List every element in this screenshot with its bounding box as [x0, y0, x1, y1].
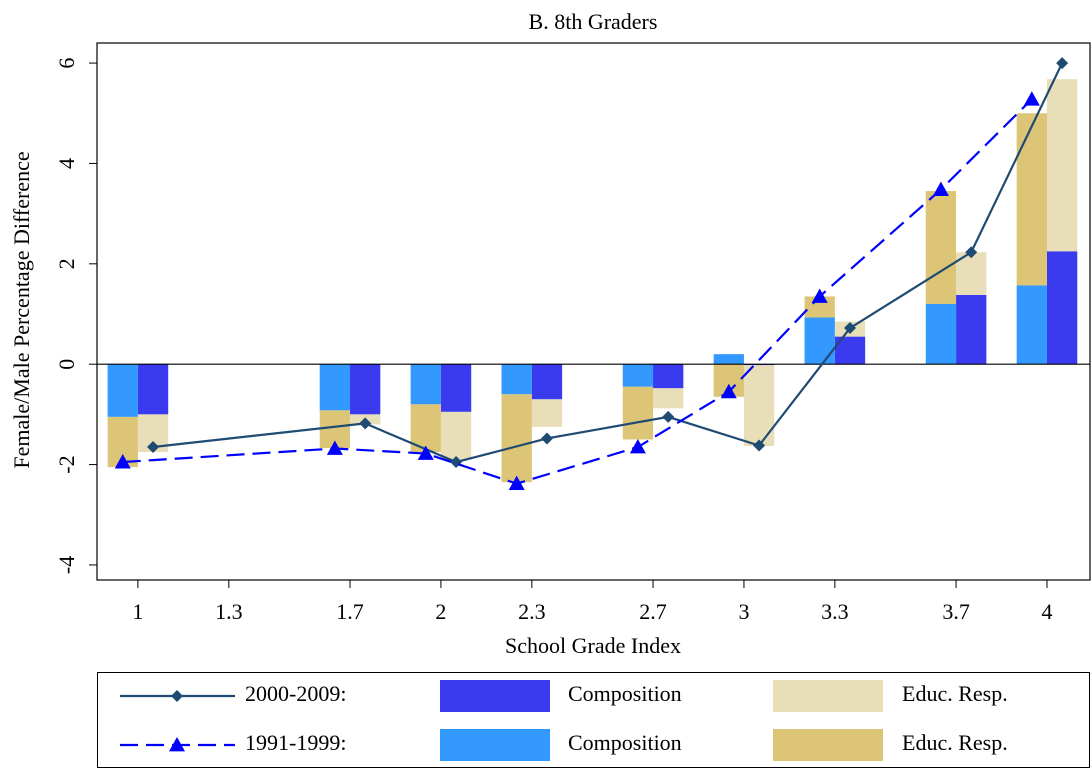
- x-tick-label: 1.3: [215, 599, 243, 624]
- line: [122, 98, 1033, 485]
- bar: [653, 388, 684, 409]
- legend-label: 1991-1999:: [245, 730, 346, 755]
- marker: [114, 454, 131, 469]
- marker: [753, 439, 766, 452]
- bar: [440, 364, 472, 412]
- marker: [844, 322, 857, 335]
- marker: [629, 439, 646, 454]
- bar: [804, 317, 835, 365]
- y-tick-label: 0: [54, 359, 79, 370]
- legend-swatch: [773, 680, 883, 712]
- bar: [1016, 285, 1047, 365]
- bar: [501, 394, 532, 483]
- chart-title: B. 8th Graders: [529, 9, 658, 34]
- marker: [932, 181, 949, 196]
- bar: [531, 364, 563, 400]
- legend-marker: [169, 737, 185, 752]
- legend-label: Educ. Resp.: [902, 730, 1008, 755]
- legend-marker: [171, 690, 183, 702]
- bar: [622, 386, 654, 440]
- legend-swatch: [440, 729, 550, 761]
- bar: [1046, 79, 1078, 252]
- y-tick-label: 6: [54, 58, 79, 69]
- bar: [804, 296, 835, 318]
- legend-label: 2000-2009:: [245, 681, 346, 706]
- legend-label: Educ. Resp.: [902, 681, 1008, 706]
- marker: [662, 410, 675, 423]
- marker: [965, 246, 978, 259]
- bar: [1046, 251, 1078, 365]
- bar: [107, 364, 138, 417]
- marker: [508, 475, 525, 491]
- marker: [1023, 91, 1040, 106]
- bar: [956, 294, 987, 365]
- marker: [540, 432, 553, 445]
- x-tick-label: 4: [1041, 599, 1052, 624]
- bar: [137, 364, 169, 415]
- marker: [417, 445, 434, 460]
- marker: [720, 383, 737, 399]
- bar: [319, 364, 351, 411]
- legend-swatch: [440, 680, 550, 712]
- bar: [350, 364, 381, 415]
- x-tick-label: 2: [435, 599, 446, 624]
- marker: [147, 441, 160, 454]
- y-tick-label: -4: [54, 556, 79, 574]
- bar: [531, 399, 563, 427]
- y-tick-label: 4: [54, 158, 79, 169]
- plot-frame: [96, 42, 1091, 581]
- bar: [925, 191, 957, 304]
- x-tick-label: 3: [738, 599, 749, 624]
- legend-swatch: [773, 729, 883, 761]
- marker: [359, 417, 372, 430]
- x-tick-label: 3.3: [821, 599, 849, 624]
- legend-label: Composition: [568, 730, 682, 755]
- x-tick-label: 3.7: [942, 599, 970, 624]
- marker: [326, 440, 343, 455]
- x-tick-label: 2.3: [518, 599, 546, 624]
- x-tick-label: 1.7: [336, 599, 364, 624]
- bar: [1016, 113, 1047, 286]
- x-axis-label: School Grade Index: [505, 633, 681, 658]
- bar: [501, 364, 532, 395]
- bar: [713, 354, 744, 365]
- x-tick-label: 2.7: [639, 599, 667, 624]
- bar: [622, 364, 654, 387]
- marker: [811, 288, 828, 303]
- marker: [1056, 57, 1069, 70]
- y-tick-label: 2: [54, 258, 79, 269]
- bar: [925, 303, 957, 365]
- x-tick-label: 1: [132, 599, 143, 624]
- y-axis-label: Female/Male Percentage Difference: [9, 151, 34, 468]
- legend-label: Composition: [568, 681, 682, 706]
- y-tick-label: -2: [54, 455, 79, 473]
- bar: [653, 364, 684, 389]
- bar: [743, 365, 775, 447]
- bar: [440, 411, 472, 460]
- bar: [410, 364, 441, 405]
